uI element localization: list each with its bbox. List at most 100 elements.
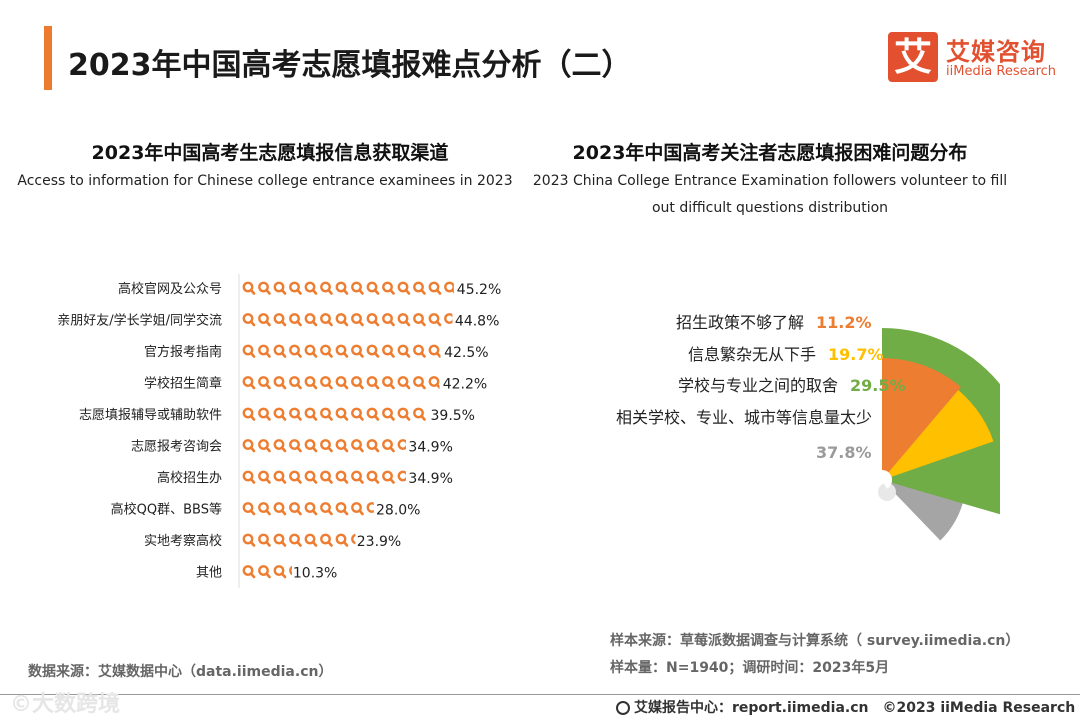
magnifier-icon xyxy=(397,281,411,295)
magnifier-icon xyxy=(335,281,349,295)
sample-size-note: 样本量：N=1940；调研时间：2023年5月 xyxy=(610,660,890,676)
magnifier-icon xyxy=(273,533,287,547)
right-chart-subtitle: 2023 China College Entrance Examination … xyxy=(532,173,1008,216)
right-chart-title: 2023年中国高考关注者志愿填报困难问题分布 xyxy=(572,142,968,164)
magnifier-icon xyxy=(304,376,318,390)
magnifier-icon xyxy=(258,533,271,547)
magnifier-icon xyxy=(366,281,380,295)
magnifier-icon xyxy=(397,470,406,482)
magnifier-icon xyxy=(242,502,256,516)
magnifier-icon xyxy=(289,565,292,576)
category-label: 高校QQ群、BBS等 xyxy=(111,502,222,518)
category-label: 高校官网及公众号 xyxy=(118,281,222,297)
magnifier-icon xyxy=(258,565,271,579)
logo-name-en: iiMedia Research xyxy=(946,64,1057,79)
magnifier-icon xyxy=(335,313,349,327)
value-label: 45.2% xyxy=(457,282,501,298)
magnifier-icon xyxy=(242,533,256,547)
magnifier-icon xyxy=(258,470,271,484)
magnifier-icon xyxy=(289,281,302,295)
magnifier-icon xyxy=(413,407,426,421)
magnifier-icon xyxy=(242,344,256,358)
magnifier-icon xyxy=(351,376,364,390)
magnifier-icon xyxy=(382,313,395,327)
magnifier-icon xyxy=(304,502,318,516)
magnifier-icon xyxy=(273,407,287,421)
magnifier-icon xyxy=(335,470,349,484)
magnifier-icon xyxy=(320,376,333,390)
magnifier-icon xyxy=(289,533,302,547)
magnifier-icon xyxy=(428,281,442,295)
value-label: 37.8% xyxy=(816,443,872,462)
magnifier-icon xyxy=(289,313,302,327)
magnifier-icon xyxy=(382,344,395,358)
category-label: 招生政策不够了解 xyxy=(676,313,804,332)
category-label: 实地考察高校 xyxy=(144,533,222,549)
value-label: 28.0% xyxy=(376,503,420,519)
pictograph-bar xyxy=(242,470,406,484)
watermark: ©大数跨境 xyxy=(10,692,121,717)
value-label: 19.7% xyxy=(828,345,884,364)
magnifier-icon xyxy=(273,439,287,453)
pictograph-bar xyxy=(242,407,426,421)
pictograph-bar xyxy=(242,376,440,390)
center-notch xyxy=(882,469,893,489)
category-label: 官方报考指南 xyxy=(144,344,222,360)
pictograph-bar xyxy=(242,344,441,358)
magnifier-icon xyxy=(273,313,287,327)
center-dot xyxy=(878,483,896,501)
magnifier-icon xyxy=(273,344,287,358)
magnifier-icon xyxy=(351,533,356,545)
value-label: 44.8% xyxy=(455,314,499,330)
magnifier-icon xyxy=(335,533,349,547)
footer-report-text: 艾媒报告中心：report.iimedia.cn ©2023 iiMedia R… xyxy=(634,700,1080,716)
category-label: 学校与专业之间的取舍 xyxy=(678,376,838,395)
magnifier-icon xyxy=(351,502,364,516)
left-chart-title: 2023年中国高考生志愿填报信息获取渠道 xyxy=(91,142,449,164)
magnifier-icon xyxy=(258,502,271,516)
magnifier-icon xyxy=(397,313,411,327)
value-label: 23.9% xyxy=(357,534,401,550)
pictograph-bar xyxy=(242,533,356,547)
value-label: 29.5% xyxy=(850,376,906,395)
magnifier-icon xyxy=(320,281,333,295)
magnifier-icon xyxy=(428,344,441,358)
magnifier-icon xyxy=(258,281,271,295)
pictograph-bar xyxy=(242,313,453,327)
magnifier-icon xyxy=(335,376,349,390)
globe-icon xyxy=(616,701,630,715)
magnifier-icon xyxy=(351,407,364,421)
magnifier-icon xyxy=(444,281,454,294)
magnifier-icon xyxy=(413,313,426,327)
category-label: 志愿报考咨询会 xyxy=(131,440,222,455)
magnifier-icon xyxy=(382,439,395,453)
magnifier-icon xyxy=(242,470,256,484)
category-label: 亲朋好友/学长学姐/同学交流 xyxy=(57,313,222,329)
magnifier-icon xyxy=(351,281,364,295)
magnifier-icon xyxy=(242,407,256,421)
category-label: 其他 xyxy=(196,566,222,581)
magnifier-icon xyxy=(304,533,318,547)
footer-report-center: 艾媒报告中心：report.iimedia.cn ©2023 iiMedia R… xyxy=(616,697,1080,717)
magnifier-icon xyxy=(335,344,349,358)
title-accent-bar xyxy=(44,26,52,90)
magnifier-icon xyxy=(335,407,349,421)
magnifier-icon xyxy=(273,281,287,295)
magnifier-icon xyxy=(428,313,442,327)
page-title: 2023年中国高考志愿填报难点分析（二） xyxy=(68,48,632,83)
magnifier-icon xyxy=(304,313,318,327)
magnifier-icon xyxy=(258,439,271,453)
magnifier-icon xyxy=(413,344,426,358)
magnifier-icon xyxy=(273,502,287,516)
category-label: 高校招生办 xyxy=(157,470,222,486)
left-chart-subtitle: Access to information for Chinese colleg… xyxy=(17,173,513,189)
magnifier-icon xyxy=(320,344,333,358)
magnifier-icon xyxy=(351,470,364,484)
pictograph-bar xyxy=(242,502,374,516)
magnifier-icon xyxy=(397,439,406,450)
sector-1 xyxy=(882,358,961,480)
magnifier-icon xyxy=(289,470,302,484)
sample-source-note: 样本来源：草莓派数据调查与计算系统（ survey.iimedia.cn） xyxy=(610,633,1020,649)
magnifier-icon xyxy=(304,281,318,295)
pictograph-bar xyxy=(242,281,454,295)
